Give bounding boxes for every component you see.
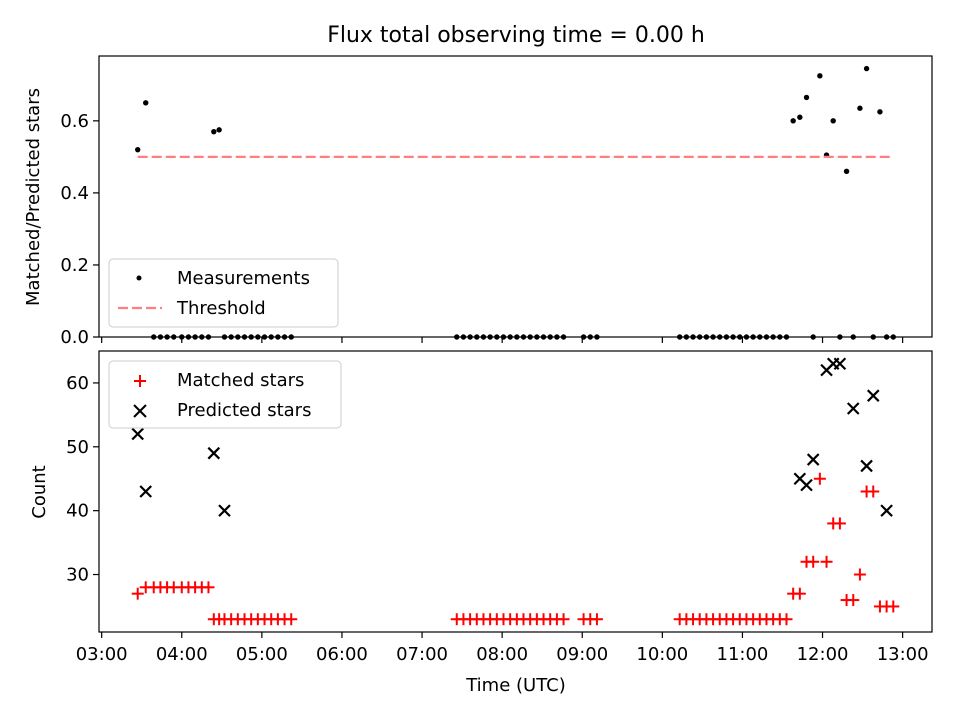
x-tick-label: 11:00 — [717, 644, 769, 665]
x-tick-label: 12:00 — [797, 644, 849, 665]
matched-star-point — [202, 581, 215, 594]
measurement-point — [877, 109, 883, 115]
matched-star-point — [807, 555, 820, 568]
matched-star-point — [867, 485, 880, 498]
x-tick-label: 08:00 — [476, 644, 528, 665]
measurement-point — [216, 127, 222, 133]
x-tick-label: 13:00 — [877, 644, 929, 665]
predicted-star-point — [880, 504, 893, 517]
measurement-point — [817, 73, 823, 79]
bottom-y-axis-label: Count — [29, 465, 50, 518]
x-tick-label: 05:00 — [236, 644, 288, 665]
bottom-y-tick-label: 60 — [66, 373, 89, 394]
legend-measurements-label: Measurements — [177, 268, 310, 289]
chart-title: Flux total observing time = 0.00 h — [327, 23, 705, 48]
legend-predicted-label: Predicted stars — [177, 400, 311, 421]
x-tick-label: 07:00 — [396, 644, 448, 665]
measurement-point — [843, 168, 850, 174]
top-y-axis-label: Matched/Predicted stars — [23, 88, 44, 306]
top-y-axis: 0.0 0.2 0.4 0.6 — [60, 111, 99, 348]
predicted-star-point — [846, 402, 860, 415]
x-tick-label: 06:00 — [316, 644, 368, 665]
bottom-x-axis: 03:00 04:00 05:00 06:00 07:00 08:00 09:00 10:00… — [76, 632, 929, 665]
matched-star-point — [853, 568, 866, 581]
x-tick-label: 03:00 — [76, 644, 128, 665]
predicted-star-point — [860, 459, 873, 473]
matched-star-point — [780, 613, 793, 626]
x-axis-label: Time (UTC) — [465, 675, 566, 696]
matched-star-point — [793, 587, 806, 600]
top-y-tick-label: 0.4 — [60, 183, 89, 204]
measurement-point — [143, 100, 149, 106]
legend-matched-label: Matched stars — [177, 370, 304, 391]
predicted-star-point — [131, 427, 144, 441]
matched-star-point — [131, 587, 144, 600]
bottom-legend-box — [108, 360, 342, 429]
predicted-star-point — [218, 504, 231, 517]
matched-star-point — [833, 517, 846, 530]
bottom-y-tick-label: 50 — [66, 437, 89, 458]
predicted-star-point — [800, 478, 813, 492]
measurement-point — [830, 118, 836, 124]
predicted-star-point — [806, 453, 820, 466]
bottom-y-tick-label: 40 — [66, 501, 89, 522]
top-x-tick-marks — [101, 337, 904, 343]
bottom-axes-frame — [98, 350, 933, 633]
top-axes-frame — [98, 55, 933, 338]
matched-star-point — [590, 613, 603, 626]
matched-star-point — [847, 594, 860, 607]
bottom-plot-layer — [131, 357, 900, 626]
measurement-point — [797, 114, 803, 120]
matched-star-point — [285, 613, 298, 626]
legend-predicted-marker — [133, 404, 147, 418]
matched-star-point — [813, 472, 826, 485]
bottom-y-axis: 30 40 50 60 — [66, 373, 99, 586]
predicted-star-point — [139, 485, 153, 498]
top-y-tick-label: 0.2 — [60, 255, 89, 276]
legend-threshold-label: Threshold — [176, 298, 266, 319]
measurement-point — [803, 94, 810, 101]
measurement-point — [790, 118, 796, 124]
top-legend-box — [108, 258, 339, 328]
top-y-tick-label: 0.6 — [60, 111, 89, 132]
legend-matched-marker — [134, 375, 146, 387]
top-y-tick-label: 0.0 — [60, 327, 89, 348]
matched-star-point — [557, 613, 570, 626]
legend-measurements-marker — [136, 275, 142, 281]
bottom-legend: Matched stars Predicted stars — [108, 360, 342, 429]
measurement-point — [211, 128, 217, 135]
x-tick-label: 09:00 — [556, 644, 608, 665]
measurement-point — [863, 65, 870, 72]
top-legend: Measurements Threshold — [108, 258, 339, 328]
predicted-star-point — [207, 446, 221, 460]
bottom-y-tick-label: 30 — [66, 565, 89, 586]
predicted-star-point — [866, 389, 880, 402]
predicted-star-point — [833, 357, 847, 371]
measurement-point — [857, 105, 863, 111]
x-tick-label: 04:00 — [156, 644, 208, 665]
matched-star-point — [887, 600, 900, 613]
measurement-point — [135, 146, 141, 153]
x-tick-label: 10:00 — [636, 644, 688, 665]
matched-star-point — [820, 555, 833, 568]
top-panel: 0.0 0.2 0.4 0.6 Matched/Predicted stars Mea… — [23, 55, 933, 348]
